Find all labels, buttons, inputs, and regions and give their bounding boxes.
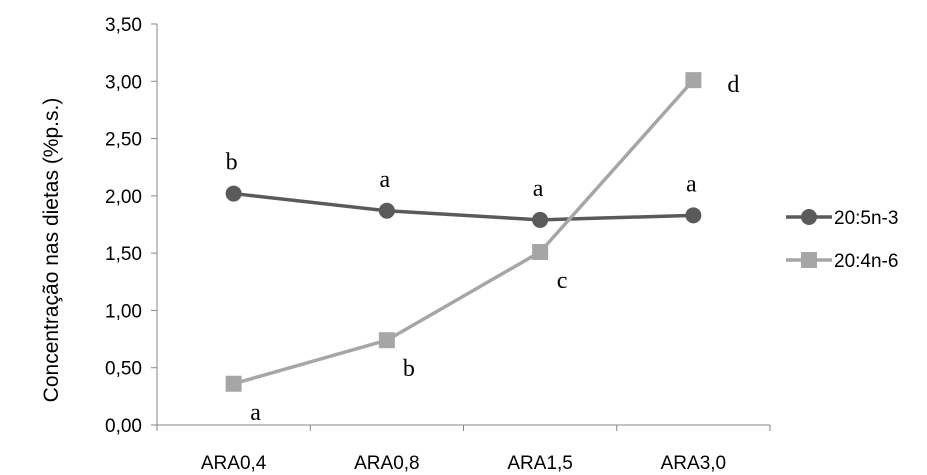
y-tick-label: 1,50: [105, 244, 142, 265]
y-tick-label: 1,00: [105, 301, 142, 322]
y-tick-label: 2,50: [105, 130, 142, 151]
legend-label: 20:5n-3: [834, 208, 898, 229]
legend-marker: [801, 252, 817, 268]
x-tick-label: ARA0,4: [201, 453, 267, 474]
series-line: [233, 191, 694, 222]
data-annotation: c: [557, 268, 568, 294]
series-layer: [225, 72, 702, 392]
x-tick-label: ARA3,0: [661, 453, 726, 474]
series-line: [233, 78, 695, 386]
data-annotation: a: [380, 167, 391, 193]
y-tick-label: 0,50: [105, 359, 142, 380]
data-annotation: a: [250, 400, 261, 426]
legend-label: 20:4n-6: [834, 251, 898, 272]
data-point: [225, 375, 242, 392]
data-annotation: b: [403, 356, 415, 382]
data-annotation: b: [226, 150, 238, 176]
y-tick-label: 2,00: [105, 187, 142, 208]
legend-marker: [801, 209, 817, 225]
data-point: [685, 207, 702, 224]
data-point: [378, 202, 395, 219]
legend: 20:5n-3 20:4n-6: [786, 208, 898, 272]
data-point: [532, 243, 549, 260]
y-tick-label: 3,50: [105, 15, 142, 36]
x-tick-label: ARA1,5: [507, 453, 572, 474]
data-annotation: d: [727, 72, 739, 98]
data-point: [225, 185, 242, 202]
data-point: [685, 72, 702, 89]
axes: 0,00 0,50 1,00 1,50 2,00 2,50 3,00 3,50 ARA0,4 AR…: [105, 15, 771, 474]
data-point: [378, 332, 395, 349]
annotation-layer: b a a a a b c d: [226, 72, 740, 426]
y-tick-label: 3,00: [105, 72, 142, 93]
y-axis-label: Concentração nas dietas (%p.s.): [40, 98, 63, 403]
x-tick-label: ARA0,8: [354, 453, 419, 474]
data-annotation: a: [686, 171, 697, 197]
data-annotation: a: [533, 176, 544, 202]
data-point: [532, 211, 549, 228]
y-tick-label: 0,00: [105, 416, 142, 437]
